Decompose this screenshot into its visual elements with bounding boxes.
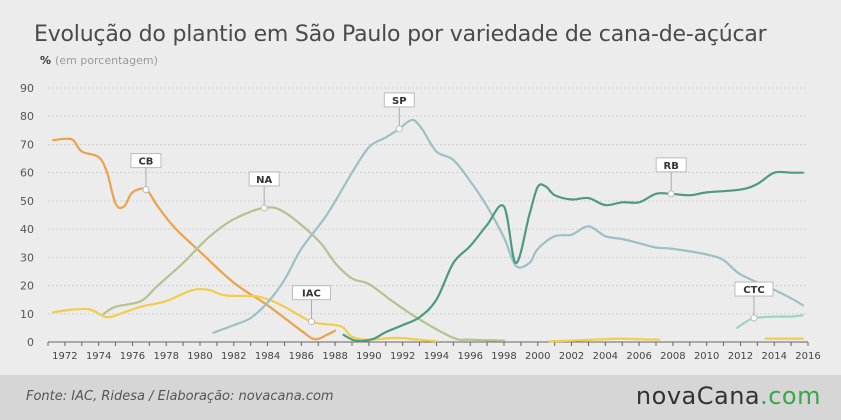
brand-logo: novaCana.com bbox=[636, 382, 821, 410]
line-chart: 0 10 20 30 40 50 60 70 80 90 1972 1974 1976 1978 1980 1… bbox=[20, 82, 821, 362]
callout-box-na bbox=[248, 171, 280, 187]
callout-dot-cb bbox=[142, 186, 150, 194]
callout-dot-ctc bbox=[750, 314, 758, 322]
x-tick-label: 1974 bbox=[86, 351, 111, 362]
series-line-ctc bbox=[736, 314, 804, 329]
y-tick-label: 70 bbox=[20, 138, 34, 151]
callout-box-cb bbox=[130, 153, 162, 169]
y-tick-label: 90 bbox=[20, 82, 34, 95]
y-tick-label: 20 bbox=[20, 280, 34, 293]
y-tick-label: 30 bbox=[20, 251, 34, 264]
x-tick-label: 2004 bbox=[593, 351, 618, 362]
x-tick-label: 2008 bbox=[660, 351, 685, 362]
series-line-iac bbox=[52, 287, 438, 343]
x-tick-label: 1992 bbox=[390, 351, 415, 362]
callout-box-ctc bbox=[734, 281, 774, 297]
x-tick-label: 1994 bbox=[424, 351, 449, 362]
x-tick-label: 2012 bbox=[728, 351, 753, 362]
x-tick-label: 1986 bbox=[289, 351, 314, 362]
x-tick-label: 1982 bbox=[221, 351, 246, 362]
y-tick-label: 0 bbox=[27, 336, 34, 349]
series-label-rb: RB bbox=[664, 161, 679, 172]
callout-dot-sp bbox=[395, 125, 403, 133]
series-label-na: NA bbox=[256, 175, 272, 186]
callout-box-sp bbox=[383, 92, 415, 108]
callout-dot-iac bbox=[307, 318, 315, 326]
series-label-iac: IAC bbox=[302, 289, 321, 300]
x-tick-label: 2010 bbox=[694, 351, 719, 362]
x-tick-label: 1972 bbox=[52, 351, 77, 362]
x-tick-label: 1980 bbox=[187, 351, 212, 362]
series-label-sp: SP bbox=[392, 96, 407, 107]
series-line-na bbox=[102, 206, 506, 342]
series-label-ctc: CTC bbox=[743, 285, 765, 296]
x-tick-label: 1984 bbox=[255, 351, 280, 362]
x-tick-label: 1976 bbox=[120, 351, 145, 362]
callout-box-iac bbox=[291, 285, 331, 301]
x-tick-label: 2000 bbox=[525, 351, 550, 362]
series-line-sp bbox=[212, 118, 804, 334]
x-tick-label: 2002 bbox=[559, 351, 584, 362]
y-tick-label: 10 bbox=[20, 308, 34, 321]
unit-symbol: % bbox=[40, 54, 52, 67]
x-tick-label: 1996 bbox=[457, 351, 482, 362]
x-tick-label: 2014 bbox=[761, 351, 786, 362]
series-label-cb: CB bbox=[138, 157, 153, 168]
x-tick-label: 1998 bbox=[491, 351, 516, 362]
y-tick-label: 50 bbox=[20, 195, 34, 208]
footer-bar: Fonte: IAC, Ridesa / Elaboração: novacan… bbox=[0, 375, 841, 420]
x-tick-label: 2016 bbox=[795, 351, 820, 362]
chart-title: Evolução do plantio em São Paulo por var… bbox=[34, 22, 767, 47]
callout-box-rb bbox=[655, 157, 687, 173]
unit-text: (em porcentagem) bbox=[55, 54, 158, 67]
series-line-rb bbox=[342, 170, 804, 342]
source-text: Fonte: IAC, Ridesa / Elaboração: novacan… bbox=[26, 389, 334, 404]
x-tick-label: 1978 bbox=[153, 351, 178, 362]
y-tick-label: 80 bbox=[20, 110, 34, 123]
y-tick-label: 40 bbox=[20, 223, 34, 236]
brand-main: novaCana bbox=[635, 382, 761, 410]
series-line-segment bbox=[548, 337, 661, 343]
brand-suffix: .com bbox=[760, 382, 821, 410]
x-tick-label: 1990 bbox=[356, 351, 381, 362]
callout-dot-rb bbox=[667, 190, 675, 198]
callout-dot-na bbox=[260, 204, 268, 212]
y-tick-label: 60 bbox=[20, 167, 34, 180]
x-tick-label: 2006 bbox=[626, 351, 651, 362]
series-line-cb bbox=[52, 137, 337, 341]
x-tick-label: 1988 bbox=[322, 351, 347, 362]
unit-label: % (em porcentagem) bbox=[40, 54, 158, 67]
